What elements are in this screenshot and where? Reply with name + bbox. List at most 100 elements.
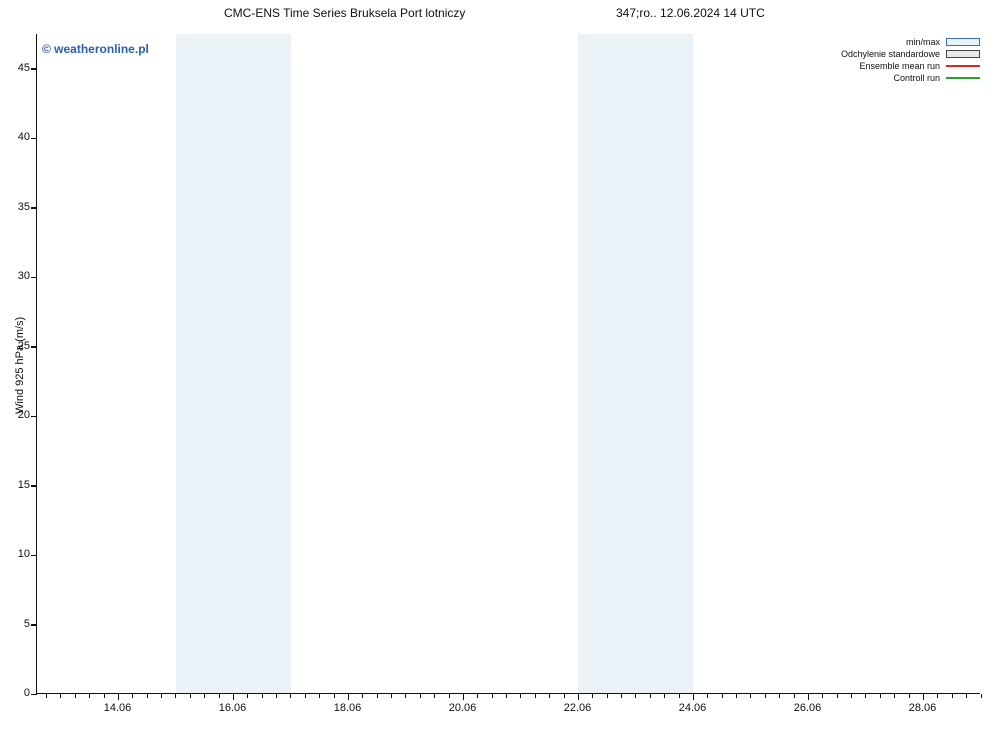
x-minor-tick bbox=[190, 694, 191, 698]
x-tick-label: 28.06 bbox=[909, 702, 937, 714]
x-tick bbox=[923, 694, 925, 700]
x-minor-tick bbox=[736, 694, 737, 698]
x-minor-tick bbox=[434, 694, 435, 698]
x-minor-tick bbox=[262, 694, 263, 698]
x-minor-tick bbox=[276, 694, 277, 698]
x-minor-tick bbox=[520, 694, 521, 698]
legend-label: Controll run bbox=[893, 73, 940, 83]
y-tick-label: 30 bbox=[4, 270, 30, 282]
x-minor-tick bbox=[937, 694, 938, 698]
x-minor-tick bbox=[75, 694, 76, 698]
x-tick bbox=[233, 694, 235, 700]
x-minor-tick bbox=[175, 694, 176, 698]
x-minor-tick bbox=[894, 694, 895, 698]
x-minor-tick bbox=[621, 694, 622, 698]
x-minor-tick bbox=[909, 694, 910, 698]
x-minor-tick bbox=[161, 694, 162, 698]
x-minor-tick bbox=[650, 694, 651, 698]
x-minor-tick bbox=[822, 694, 823, 698]
x-minor-tick bbox=[60, 694, 61, 698]
y-tick bbox=[31, 694, 37, 696]
plot-area bbox=[36, 34, 980, 694]
x-minor-tick bbox=[564, 694, 565, 698]
x-minor-tick bbox=[204, 694, 205, 698]
x-minor-tick bbox=[750, 694, 751, 698]
x-minor-tick bbox=[851, 694, 852, 698]
y-tick bbox=[31, 207, 37, 209]
chart-container: CMC-ENS Time Series Bruksela Port lotnic… bbox=[0, 0, 1000, 733]
x-minor-tick bbox=[477, 694, 478, 698]
x-minor-tick bbox=[89, 694, 90, 698]
y-tick bbox=[31, 416, 37, 418]
x-tick-label: 22.06 bbox=[564, 702, 592, 714]
x-minor-tick bbox=[147, 694, 148, 698]
x-minor-tick bbox=[981, 694, 982, 698]
y-tick-label: 20 bbox=[4, 409, 30, 421]
x-tick-label: 24.06 bbox=[679, 702, 707, 714]
x-minor-tick bbox=[679, 694, 680, 698]
y-tick-label: 15 bbox=[4, 479, 30, 491]
x-minor-tick bbox=[506, 694, 507, 698]
x-tick bbox=[118, 694, 120, 700]
y-tick-label: 0 bbox=[4, 687, 30, 699]
x-minor-tick bbox=[492, 694, 493, 698]
legend-swatch bbox=[946, 38, 980, 46]
x-minor-tick bbox=[722, 694, 723, 698]
legend-label: min/max bbox=[906, 37, 940, 47]
x-minor-tick bbox=[865, 694, 866, 698]
weekend-shade bbox=[176, 34, 291, 693]
x-tick-label: 18.06 bbox=[334, 702, 362, 714]
x-minor-tick bbox=[779, 694, 780, 698]
y-tick-label: 40 bbox=[4, 131, 30, 143]
y-tick-label: 5 bbox=[4, 618, 30, 630]
y-axis-label: Wind 925 hPa (m/s) bbox=[14, 317, 26, 414]
x-minor-tick bbox=[607, 694, 608, 698]
x-minor-tick bbox=[132, 694, 133, 698]
x-minor-tick bbox=[420, 694, 421, 698]
x-minor-tick bbox=[405, 694, 406, 698]
chart-title-right: 347;ro.. 12.06.2024 14 UTC bbox=[616, 6, 765, 20]
legend-label: Ensemble mean run bbox=[859, 61, 940, 71]
x-minor-tick bbox=[319, 694, 320, 698]
y-tick-label: 35 bbox=[4, 201, 30, 213]
legend-swatch bbox=[946, 50, 980, 58]
x-minor-tick bbox=[535, 694, 536, 698]
legend-line bbox=[946, 77, 980, 79]
x-minor-tick bbox=[449, 694, 450, 698]
x-minor-tick bbox=[952, 694, 953, 698]
legend-line bbox=[946, 65, 980, 67]
x-tick-label: 20.06 bbox=[449, 702, 477, 714]
y-tick-label: 45 bbox=[4, 62, 30, 74]
y-tick bbox=[31, 555, 37, 557]
x-tick bbox=[578, 694, 580, 700]
x-tick-label: 16.06 bbox=[219, 702, 247, 714]
x-minor-tick bbox=[794, 694, 795, 698]
y-tick-label: 10 bbox=[4, 548, 30, 560]
legend-item: min/max bbox=[841, 36, 980, 48]
x-minor-tick bbox=[765, 694, 766, 698]
x-minor-tick bbox=[247, 694, 248, 698]
y-tick bbox=[31, 68, 37, 70]
x-tick bbox=[463, 694, 465, 700]
x-minor-tick bbox=[305, 694, 306, 698]
watermark: © weatheronline.pl bbox=[42, 42, 149, 56]
x-minor-tick bbox=[837, 694, 838, 698]
legend-item: Controll run bbox=[841, 72, 980, 84]
y-tick-label: 25 bbox=[4, 340, 30, 352]
x-minor-tick bbox=[362, 694, 363, 698]
x-minor-tick bbox=[635, 694, 636, 698]
x-tick-label: 14.06 bbox=[104, 702, 132, 714]
legend-label: Odchylenie standardowe bbox=[841, 49, 940, 59]
chart-title-left: CMC-ENS Time Series Bruksela Port lotnic… bbox=[224, 6, 465, 20]
y-tick bbox=[31, 346, 37, 348]
x-minor-tick bbox=[219, 694, 220, 698]
y-tick bbox=[31, 485, 37, 487]
x-minor-tick bbox=[104, 694, 105, 698]
x-minor-tick bbox=[334, 694, 335, 698]
x-minor-tick bbox=[290, 694, 291, 698]
x-minor-tick bbox=[377, 694, 378, 698]
x-minor-tick bbox=[966, 694, 967, 698]
legend: min/max Odchylenie standardowe Ensemble me… bbox=[841, 36, 980, 84]
y-tick bbox=[31, 624, 37, 626]
x-minor-tick bbox=[549, 694, 550, 698]
